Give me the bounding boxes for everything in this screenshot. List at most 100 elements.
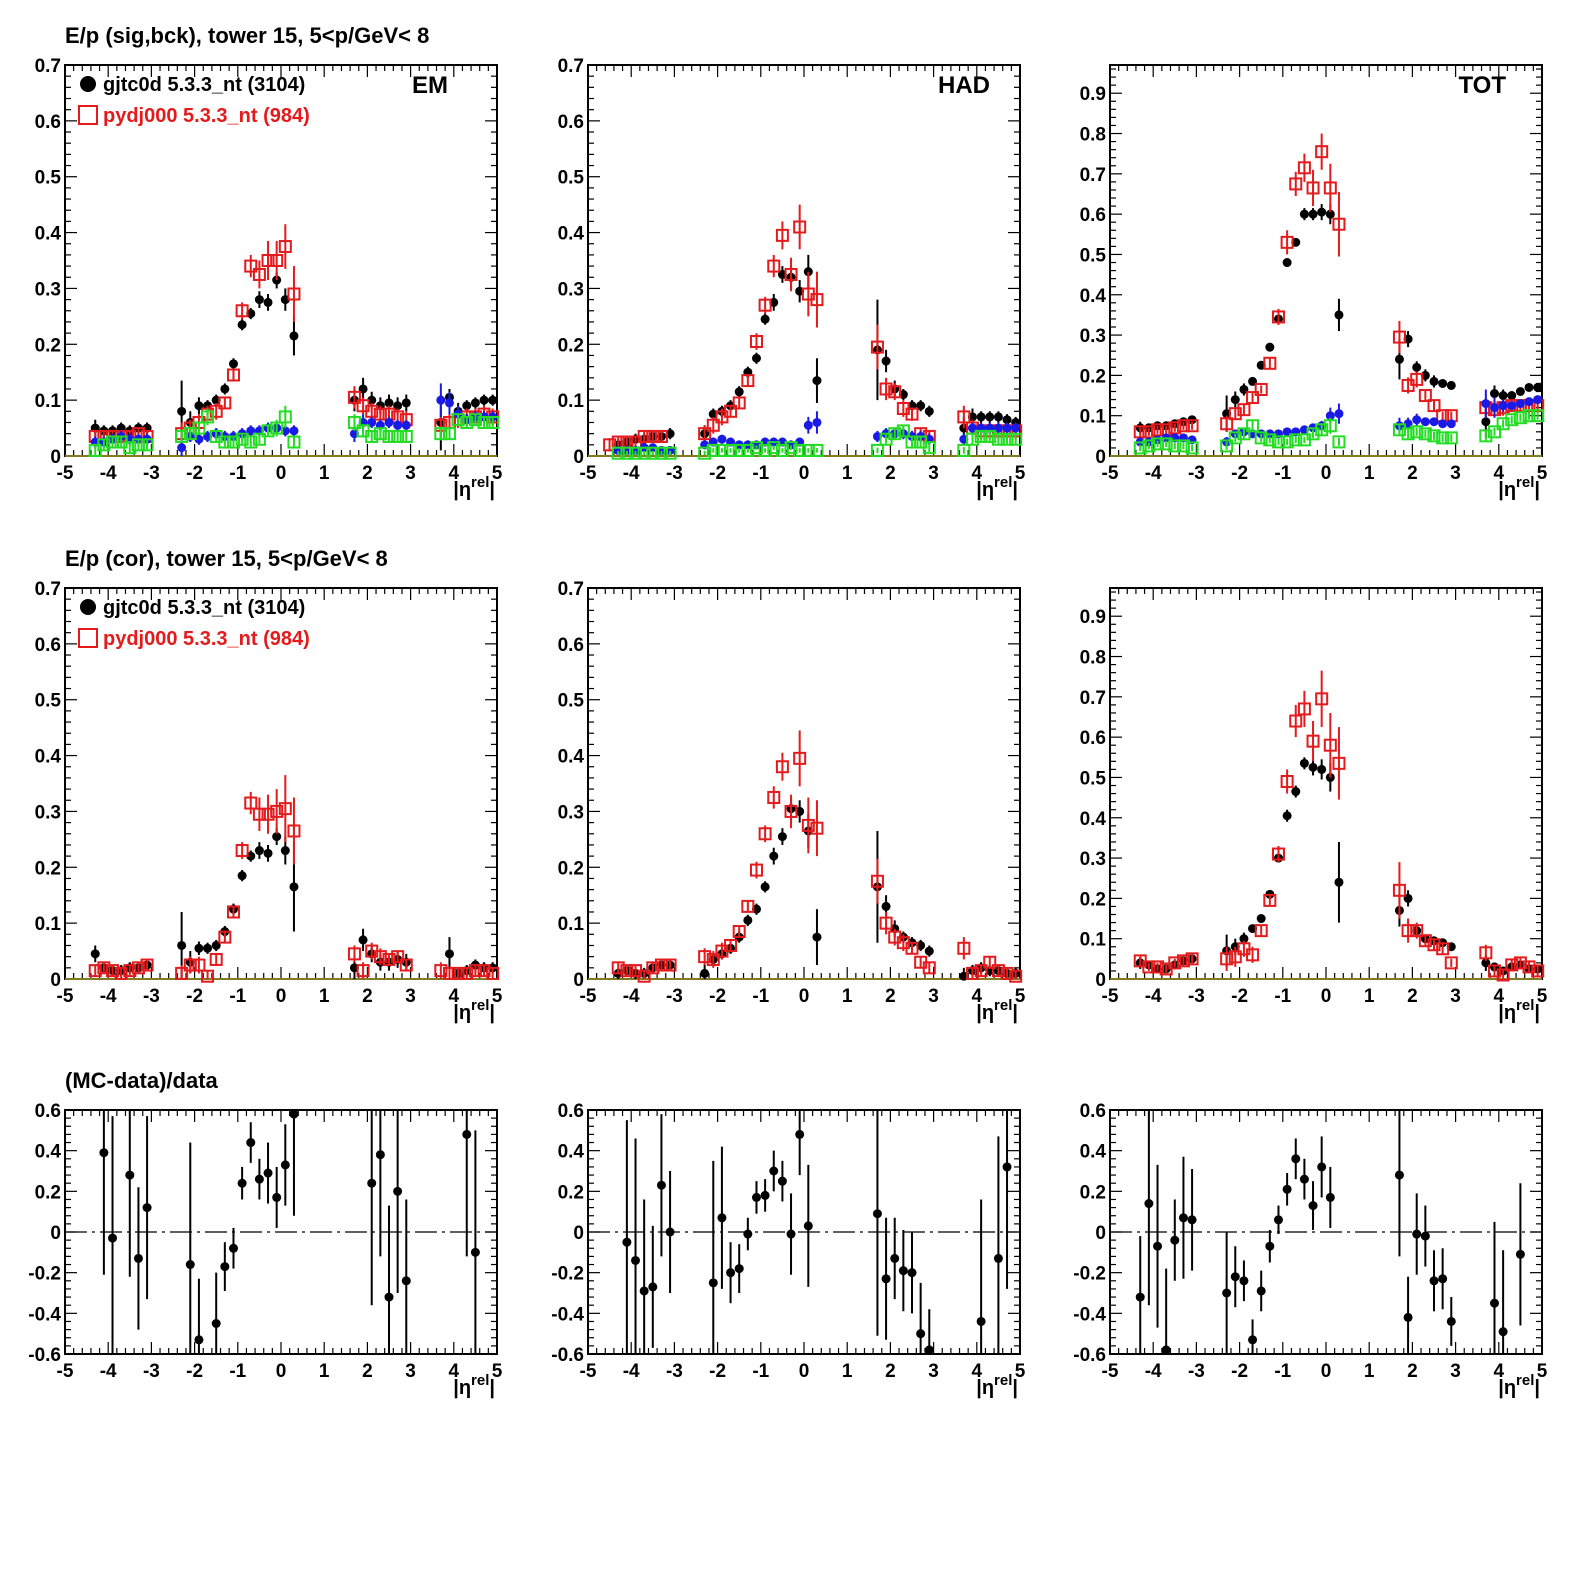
data-point-square [974, 964, 988, 978]
data-point-square [1315, 423, 1329, 437]
y-tick-label: 0.6 [35, 635, 61, 656]
data-point-square [1531, 409, 1545, 423]
data-point-square [201, 410, 215, 424]
x-tick-label: 1 [842, 986, 853, 1007]
data-point-square [1487, 964, 1501, 978]
series-4 [1133, 409, 1545, 455]
y-tick-label: 0.6 [35, 1101, 61, 1122]
data-point-square [741, 443, 755, 457]
data-point-square [775, 760, 789, 774]
x-tick-label: 2 [885, 986, 896, 1007]
data-point-square [698, 446, 712, 460]
x-tick-label: -5 [580, 986, 597, 1007]
data-point-square [442, 427, 456, 441]
data-point-square [741, 374, 755, 388]
data-point [1239, 934, 1249, 944]
data-point [1265, 342, 1275, 352]
x-tick-label: 0 [799, 986, 810, 1007]
data-point-square [1185, 419, 1199, 433]
data-point-square [261, 254, 275, 267]
data-point-square [1280, 435, 1294, 449]
data-point-square [278, 802, 292, 816]
data-point [1524, 397, 1534, 407]
data-point [1507, 401, 1517, 411]
data-point-square [1315, 692, 1329, 706]
data-point [1299, 1174, 1309, 1184]
data-point [436, 395, 446, 405]
data-point-square [793, 751, 807, 765]
data-point-square [218, 930, 232, 944]
data-point-square [468, 413, 482, 427]
y-tick-label: 0.4 [558, 1142, 585, 1163]
data-point-square [801, 443, 815, 457]
data-point-square [1254, 431, 1268, 445]
data-point-square [373, 950, 387, 964]
data-point [1002, 423, 1012, 433]
data-point-square [888, 427, 902, 441]
data-point-square [1168, 439, 1182, 453]
y-tick-label: 0.5 [35, 691, 62, 712]
data-point [743, 915, 753, 925]
data-point [393, 1186, 403, 1196]
y-tick-label: 0.7 [35, 579, 61, 600]
x-tick-label: 2 [362, 463, 373, 484]
data-point-square [1237, 427, 1251, 441]
data-point-square [965, 966, 979, 980]
data-point-square [793, 443, 807, 457]
x-axis-label-sup: rel [471, 1372, 489, 1389]
x-tick-label: 5 [1537, 463, 1548, 484]
x-tick-label: 5 [1015, 986, 1026, 1007]
row2-title: E/p (cor), tower 15, 5<p/GeV< 8 [65, 546, 388, 571]
y-tick-label: 0.6 [1080, 728, 1106, 749]
y-tick-label: 0.2 [35, 335, 61, 356]
data-point [358, 935, 368, 945]
x-tick-label: -1 [1274, 986, 1291, 1007]
data-point-square [706, 952, 720, 966]
data-point-square [1271, 310, 1285, 324]
data-point [444, 398, 454, 408]
data-point-square [1297, 702, 1311, 716]
legend-marker-mc [78, 628, 98, 648]
x-axis-label-base: |η [1498, 1002, 1516, 1024]
data-point-square [1289, 177, 1303, 191]
data-point-square [1332, 217, 1346, 231]
data-point-square [1133, 425, 1147, 439]
x-tick-label: 0 [276, 463, 287, 484]
x-tick-label: 1 [842, 463, 853, 484]
y-tick-label: -0.6 [551, 1345, 584, 1366]
y-tick-label: 0.3 [35, 802, 61, 823]
x-axis-label: |ηrel| [976, 1372, 1018, 1399]
data-point-square [810, 443, 824, 457]
data-point-square [637, 969, 651, 983]
x-tick-label: 3 [928, 986, 939, 1007]
data-point [1420, 417, 1430, 427]
panel-r2-c3: -5 -4 -3 -2 -1 0 1 2 3 4 5 0 0.1 0.2 0.3 0.4 0.5 0.6 0.7 0.… [1080, 587, 1548, 1024]
data-point [622, 1237, 632, 1247]
data-point-square [209, 952, 223, 966]
x-tick-label: 3 [1450, 1361, 1461, 1382]
y-tick-label: 0.6 [558, 112, 584, 133]
data-point-square [382, 429, 396, 443]
data-point-square [287, 435, 301, 449]
data-point [1334, 310, 1344, 320]
data-point-square [1513, 411, 1527, 425]
x-tick-label: -2 [709, 463, 726, 484]
x-tick-label: -4 [1145, 1361, 1162, 1382]
data-point [734, 387, 744, 397]
data-point [743, 1229, 753, 1239]
data-point [803, 420, 813, 430]
data-point-square [749, 441, 763, 455]
data-point-square [646, 446, 660, 460]
x-tick-label: 5 [1015, 1361, 1026, 1382]
data-point [1011, 423, 1021, 433]
x-tick-label: 5 [1015, 463, 1026, 484]
data-point-square [486, 966, 500, 980]
x-axis-label-close: | [1012, 479, 1018, 501]
data-point [401, 1276, 411, 1286]
data-point-square [1392, 423, 1406, 437]
data-point [890, 1253, 900, 1263]
y-tick-label: 0.3 [558, 279, 584, 300]
data-point-square [201, 969, 215, 983]
x-tick-label: -4 [100, 1361, 117, 1382]
legend-label-data: gjtc0d 5.3.3_nt (3104) [103, 597, 305, 619]
